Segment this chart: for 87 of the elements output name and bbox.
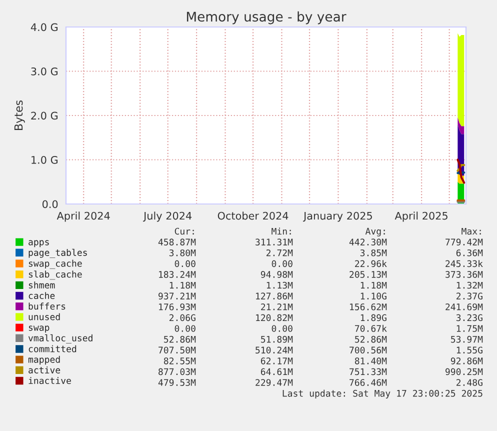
text: 51.89M	[261, 336, 293, 343]
y-tick-label: 2.0 G	[31, 112, 58, 120]
text: 64.61M	[260, 368, 293, 376]
text: 1.55G	[456, 346, 482, 354]
text: 127.86M	[256, 292, 293, 300]
legend-label: inactive	[28, 377, 71, 384]
text: 700.56M	[350, 346, 387, 354]
text: 241.69M	[446, 303, 483, 310]
text: 1.18M	[360, 282, 387, 289]
text: 81.40M	[354, 357, 387, 364]
legend-label: active	[28, 366, 60, 374]
text: 245.33k	[446, 260, 483, 268]
text: 1.32M	[456, 282, 483, 289]
text: 21.21M	[261, 303, 293, 310]
text: 183.24M	[159, 271, 196, 278]
text: Min:	[272, 228, 291, 235]
text: 53.97M	[451, 336, 483, 343]
text: 3.23G	[456, 314, 482, 322]
text: 94.98M	[260, 271, 293, 278]
text: 877.03M	[158, 368, 196, 376]
x-tick-label: April 2024	[56, 212, 110, 222]
text: 766.46M	[350, 379, 387, 386]
legend-label: slab_cache	[28, 270, 82, 280]
text: 311.31M	[256, 238, 293, 246]
text: 0.00	[272, 260, 292, 268]
y-tick-label: 0.0	[42, 200, 58, 208]
text: 1.13M	[266, 282, 293, 289]
text: 1.18M	[170, 282, 196, 289]
legend-label: cache	[28, 292, 55, 300]
text: 510.24M	[256, 346, 293, 354]
legend-label: swap_cache	[28, 260, 82, 269]
y-axis-title: Bytes	[14, 100, 25, 130]
text: 3.80M	[169, 249, 196, 256]
text: 22.96k	[355, 260, 387, 268]
text: 82.55M	[164, 357, 196, 364]
legend-label: mapped	[28, 356, 60, 365]
text: 205.13M	[350, 271, 387, 278]
text: 1.89G	[360, 314, 386, 322]
y-tick-label: 4.0 G	[30, 23, 58, 32]
text: 442.30M	[349, 238, 387, 246]
text: 479.53M	[158, 379, 196, 386]
text: 92.86M	[450, 357, 483, 364]
text: Last update: Sat May 17 23:00:25 2025	[282, 390, 482, 398]
text: 1.75M	[456, 325, 483, 332]
text: 1.10G	[360, 292, 386, 300]
text: 779.42M	[446, 238, 483, 246]
legend-label: committed	[28, 345, 76, 352]
x-tick-label: January 2025	[303, 212, 372, 222]
text: 2.72M	[266, 249, 293, 256]
text: 990.25M	[446, 368, 483, 376]
x-tick-label: April 2025	[394, 212, 448, 222]
text: 2.06G	[169, 314, 196, 322]
text: 52.86M	[355, 336, 387, 343]
text: 52.86M	[164, 336, 196, 343]
text: Cur:	[174, 228, 194, 235]
chart-title: Memory usage - by year	[186, 11, 346, 24]
text: 70.67k	[355, 324, 387, 332]
legend-label: page_tables	[28, 248, 87, 258]
y-tick-label: 3.0 G	[31, 67, 58, 76]
text: 176.93M	[159, 303, 196, 310]
text: 0.00	[174, 325, 196, 332]
text: 0.00	[174, 260, 196, 268]
legend-label: vmalloc_used	[28, 334, 92, 344]
text: 458.87M	[158, 238, 196, 246]
text: 751.33M	[350, 368, 387, 376]
text: 62.17M	[260, 357, 293, 364]
text: 6.36M	[456, 249, 483, 256]
text: 2.37G	[456, 292, 482, 300]
text: 120.82M	[256, 314, 293, 322]
y-tick-label: 1.0 G	[32, 156, 58, 164]
text: 937.21M	[158, 292, 196, 300]
text: 229.47M	[256, 379, 293, 386]
text: 3.85M	[360, 249, 387, 256]
x-tick-label: July 2024	[143, 212, 192, 222]
legend-label: apps	[28, 240, 49, 248]
text: 373.36M	[446, 271, 483, 278]
text: Max:	[462, 228, 481, 235]
text: 707.50M	[158, 346, 196, 354]
legend-label: swap	[28, 326, 50, 333]
legend-label: unused	[28, 313, 60, 320]
legend-label: shmem	[28, 281, 55, 288]
text: 2.48G	[456, 379, 482, 386]
text: 156.62M	[350, 303, 387, 310]
legend-label: buffers	[28, 302, 66, 310]
text: 0.00	[272, 325, 292, 332]
x-tick-label: October 2024	[218, 212, 288, 220]
text: Avg:	[365, 228, 385, 236]
